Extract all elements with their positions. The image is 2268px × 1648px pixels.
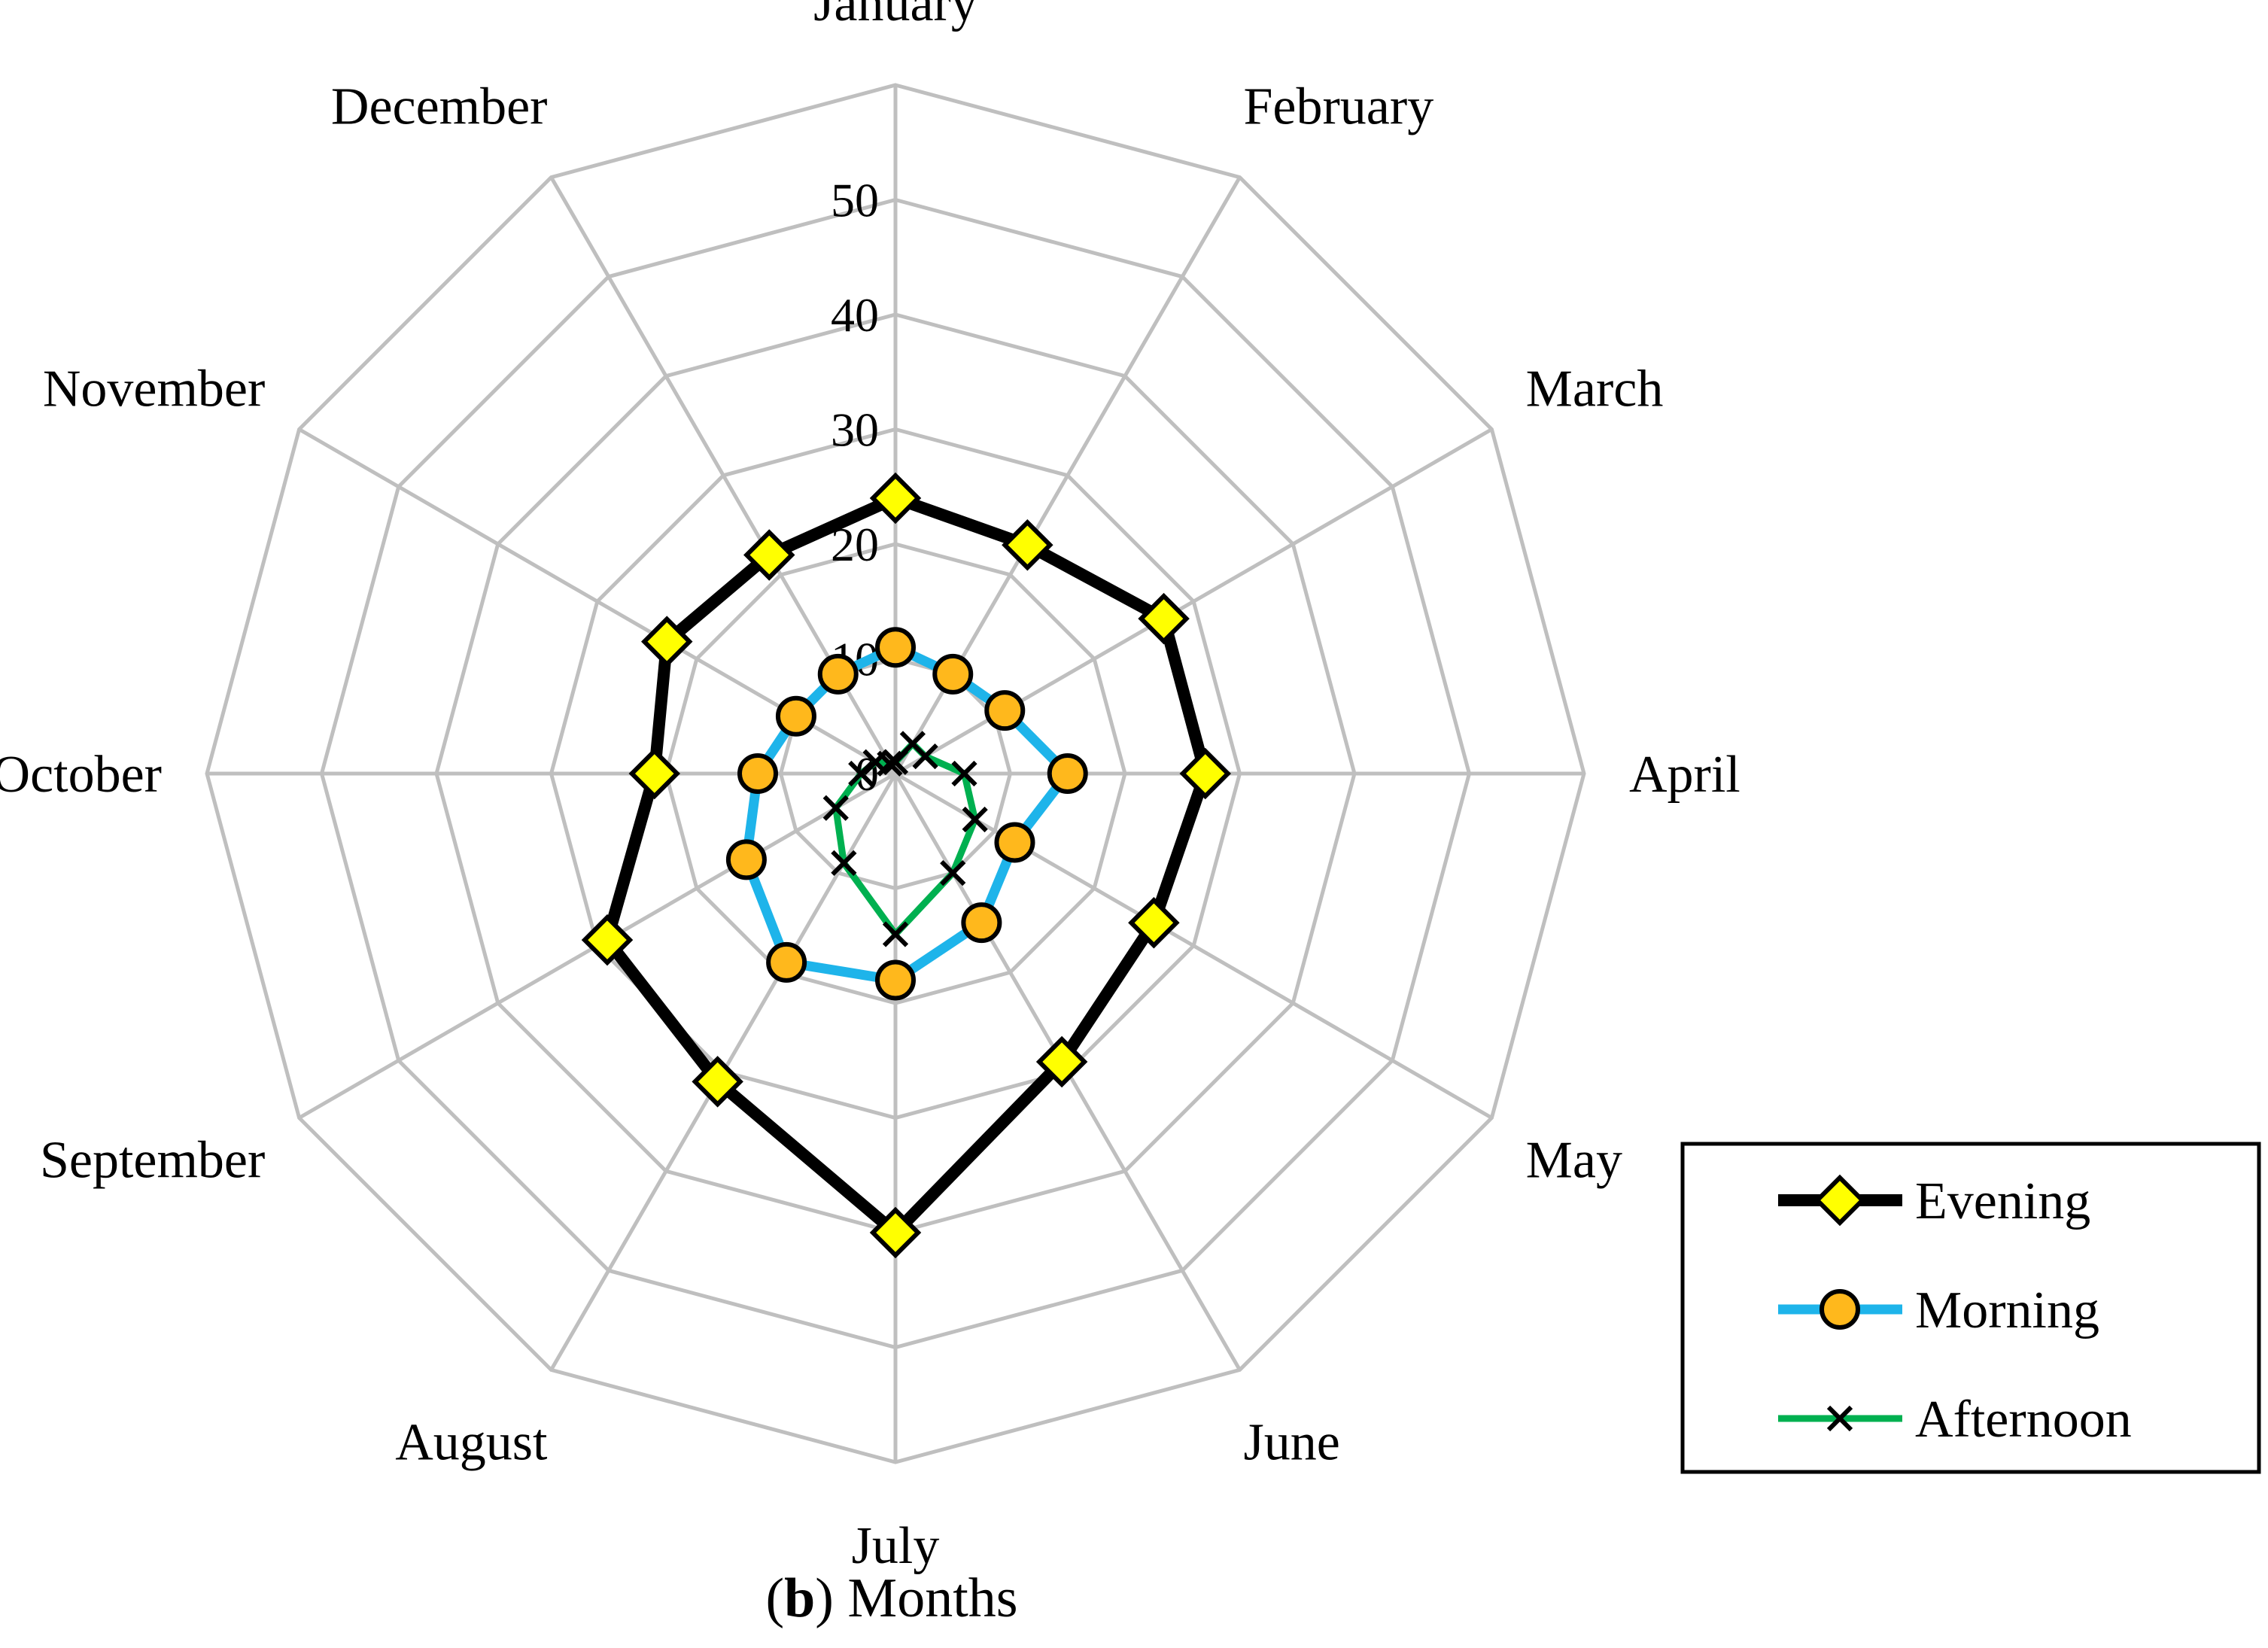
legend-marker <box>1820 1289 1860 1330</box>
data-point-august <box>692 1056 743 1108</box>
tick-label: 40 <box>831 288 879 342</box>
caption-letter: b <box>784 1567 815 1629</box>
data-point-june <box>961 902 1002 944</box>
data-point-september <box>822 795 849 821</box>
data-point-march <box>1138 592 1190 645</box>
month-label-march: March <box>1526 360 1664 418</box>
series-evening <box>581 472 1231 1259</box>
data-point-july <box>869 1206 922 1259</box>
month-label-september: September <box>40 1132 265 1190</box>
grid-spoke <box>894 771 1493 1120</box>
legend: Evening Morning Afternoon <box>1680 1142 2261 1474</box>
figure-caption: (b) Months <box>765 1567 1017 1629</box>
month-label-april: April <box>1629 746 1741 804</box>
month-label-october: October <box>0 746 162 804</box>
legend-item-morning: Morning <box>1778 1282 2099 1339</box>
legend-item-afternoon: Afternoon <box>1778 1391 2132 1449</box>
data-point-november <box>640 616 693 667</box>
data-point-april <box>1047 753 1088 794</box>
month-label-july: July <box>852 1517 940 1575</box>
data-point-january <box>869 472 922 525</box>
month-label-december: December <box>331 78 548 135</box>
data-point-april <box>1179 747 1231 800</box>
data-point-august <box>831 850 857 876</box>
data-point-april <box>951 760 977 787</box>
month-label-june: June <box>1244 1414 1340 1472</box>
data-point-july <box>875 959 916 1001</box>
month-label-august: August <box>395 1414 548 1472</box>
data-point-june <box>1035 1035 1088 1088</box>
legend-label: Afternoon <box>1915 1391 2132 1449</box>
legend-label: Morning <box>1915 1282 2099 1339</box>
data-point-january <box>875 627 916 668</box>
series-morning <box>725 627 1088 1001</box>
tick-label: 50 <box>831 174 879 227</box>
month-labels: January February March April May June July Augu… <box>0 0 1741 1575</box>
data-point-june <box>940 859 966 886</box>
data-point-february <box>932 653 974 695</box>
data-point-october <box>737 753 778 794</box>
data-point-may <box>994 822 1035 863</box>
month-label-may: May <box>1526 1132 1622 1190</box>
data-point-december <box>817 653 859 695</box>
month-label-february: February <box>1244 78 1434 135</box>
data-point-july <box>882 921 909 947</box>
data-point-may <box>1128 897 1180 949</box>
data-point-may <box>962 806 988 833</box>
series-line <box>601 492 1212 1239</box>
legend-label: Evening <box>1915 1172 2090 1230</box>
legend-marker <box>1813 1174 1866 1227</box>
month-label-november: November <box>43 360 265 418</box>
data-point-march <box>912 743 938 770</box>
data-point-september <box>581 914 634 966</box>
month-label-january: January <box>813 0 977 32</box>
data-point-august <box>766 941 807 983</box>
data-point-october <box>628 747 680 800</box>
data-point-february <box>1002 518 1053 571</box>
data-point-september <box>725 839 767 880</box>
legend-item-evening: Evening <box>1778 1172 2090 1230</box>
data-point-december <box>743 529 795 581</box>
data-point-november <box>775 695 816 737</box>
legend-marker <box>1826 1405 1853 1432</box>
data-point-march <box>984 690 1026 731</box>
tick-label: 30 <box>831 403 879 457</box>
series-afternoon <box>822 731 988 947</box>
series-layer <box>581 472 1231 1259</box>
data-point-december <box>877 750 903 777</box>
